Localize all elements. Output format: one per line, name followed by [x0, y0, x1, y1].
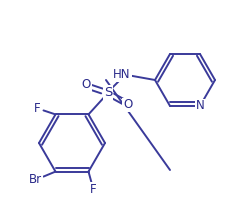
Text: HN: HN [113, 69, 131, 81]
Text: Br: Br [29, 173, 42, 186]
Text: F: F [34, 102, 41, 115]
Text: O: O [123, 99, 133, 111]
Text: S: S [104, 87, 112, 99]
Text: O: O [81, 78, 91, 92]
Text: F: F [90, 183, 97, 196]
Text: N: N [196, 99, 204, 113]
